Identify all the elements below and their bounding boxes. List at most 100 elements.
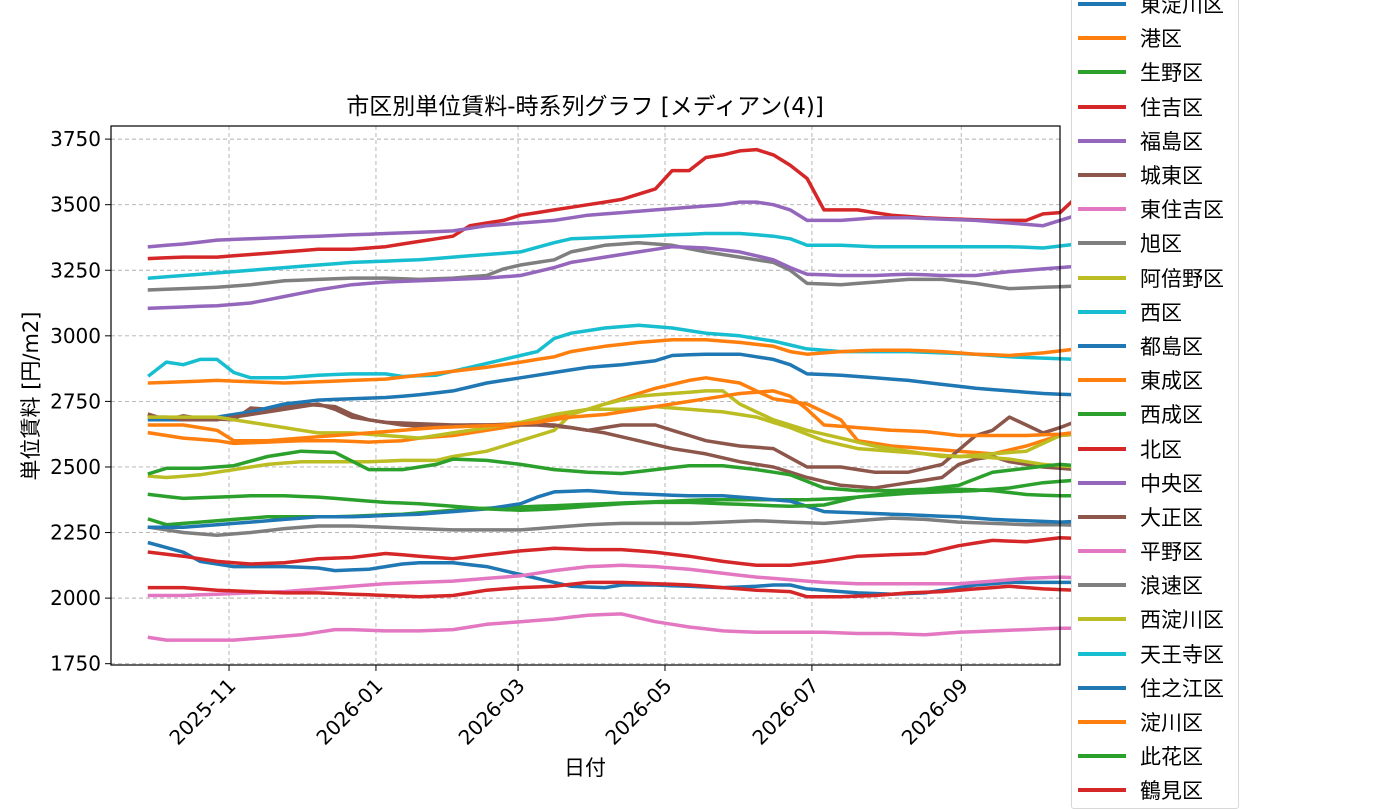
series-line <box>147 389 1164 443</box>
legend-swatch <box>1078 275 1126 280</box>
legend-item: 北区 <box>1072 431 1238 465</box>
legend-swatch <box>1078 36 1126 41</box>
legend-item: 中央区 <box>1072 466 1238 500</box>
legend-label: 生野区 <box>1140 61 1203 86</box>
legend-label: 東淀川区 <box>1140 0 1224 18</box>
legend-swatch <box>1078 309 1126 314</box>
legend-label: 城東区 <box>1140 164 1203 189</box>
series-line <box>147 389 1164 480</box>
legend-swatch <box>1078 583 1126 588</box>
y-tick-label: 3750 <box>50 127 101 151</box>
y-tick-label: 3000 <box>50 324 101 348</box>
legend-item: 天王寺区 <box>1072 637 1238 671</box>
legend-item: 住之江区 <box>1072 671 1238 705</box>
y-tick-label: 1750 <box>50 652 101 676</box>
series-line <box>147 338 1164 385</box>
legend-label: 天王寺区 <box>1140 642 1224 667</box>
series-line <box>147 200 1164 249</box>
legend-item: 東成区 <box>1072 363 1238 397</box>
x-tick-label: 2026-09 <box>897 674 973 750</box>
series-line <box>147 563 1164 598</box>
legend-label: 旭区 <box>1140 232 1182 257</box>
series-line <box>147 612 1164 642</box>
series-line <box>147 147 1164 261</box>
y-tick-label: 2000 <box>50 586 101 610</box>
legend-swatch <box>1078 173 1126 178</box>
legend-swatch <box>1078 788 1126 793</box>
legend-swatch <box>1078 617 1126 622</box>
series-line <box>147 228 1164 280</box>
legend-label: 住之江区 <box>1140 676 1224 701</box>
legend-item: 西区 <box>1072 295 1238 329</box>
legend-swatch <box>1078 70 1126 75</box>
legend-swatch <box>1078 754 1126 759</box>
series-line <box>147 323 1164 380</box>
legend-item: 西成区 <box>1072 397 1238 431</box>
legend-item: 此花区 <box>1072 739 1238 773</box>
legend-swatch <box>1078 446 1126 451</box>
legend-label: 福島区 <box>1140 129 1203 154</box>
legend-swatch <box>1078 514 1126 519</box>
legend-swatch <box>1078 207 1126 212</box>
legend-swatch <box>1078 138 1126 143</box>
series-line <box>147 402 1164 474</box>
x-tick-label: 2025-11 <box>164 674 240 750</box>
legend-label: 鶴見区 <box>1140 779 1203 804</box>
legend-item: 大正区 <box>1072 500 1238 534</box>
series-lines <box>147 147 1164 642</box>
legend-item: 住吉区 <box>1072 90 1238 124</box>
legend-item: 都島区 <box>1072 329 1238 363</box>
legend-swatch <box>1078 412 1126 417</box>
legend-item: 平野区 <box>1072 534 1238 568</box>
y-axis-label: 単位賃料 [円/m2] <box>19 312 43 481</box>
legend-swatch <box>1078 720 1126 725</box>
legend-label: 大正区 <box>1140 505 1203 530</box>
y-tick-label: 2250 <box>50 521 101 545</box>
legend-label: 阿倍野区 <box>1140 266 1224 291</box>
legend-label: 淀川区 <box>1140 711 1203 736</box>
y-tick-label: 2750 <box>50 389 101 413</box>
y-tick-label: 3500 <box>50 193 101 217</box>
x-tick-label: 2026-01 <box>311 674 387 750</box>
legend-label: 西淀川区 <box>1140 608 1224 633</box>
legend-label: 港区 <box>1140 27 1182 52</box>
legend-swatch <box>1078 651 1126 656</box>
legend-swatch <box>1078 241 1126 246</box>
legend-item: 東住吉区 <box>1072 192 1238 226</box>
legend-item: 福島区 <box>1072 124 1238 158</box>
legend-label: 此花区 <box>1140 745 1203 770</box>
y-axis-ticks: 1750 2000 2250 2500 2750 3000 3250 3500 3750 <box>50 127 111 676</box>
legend-swatch <box>1078 378 1126 383</box>
legend-item: 城東区 <box>1072 158 1238 192</box>
legend-swatch <box>1078 2 1126 7</box>
series-line <box>147 352 1164 422</box>
x-tick-label: 2026-07 <box>747 674 823 750</box>
legend-label: 都島区 <box>1140 334 1203 359</box>
legend-swatch <box>1078 480 1126 485</box>
legend-item: 港区 <box>1072 21 1238 55</box>
legend-item: 阿倍野区 <box>1072 261 1238 295</box>
legend-label: 中央区 <box>1140 471 1203 496</box>
series-line <box>147 580 1164 599</box>
legend-label: 東成区 <box>1140 369 1203 394</box>
legend-item: 鶴見区 <box>1072 773 1238 807</box>
legend-label: 北区 <box>1140 437 1182 462</box>
x-axis-ticks: 2025-11 2026-01 2026-03 2026-05 2026-07 2026-… <box>164 665 973 750</box>
legend-swatch <box>1078 343 1126 348</box>
y-tick-label: 2500 <box>50 455 101 479</box>
legend-item: 西淀川区 <box>1072 602 1238 636</box>
legend-label: 西成区 <box>1140 403 1203 428</box>
x-tick-label: 2026-05 <box>600 674 676 750</box>
series-line <box>147 244 1164 311</box>
chart-title: 市区別単位賃料-時系列グラフ [メディアン(4)] <box>346 94 824 120</box>
series-line <box>147 524 1164 568</box>
legend-label: 浪速区 <box>1140 574 1203 599</box>
legend-label: 西区 <box>1140 300 1182 325</box>
legend-label: 平野区 <box>1140 540 1203 565</box>
legend-swatch <box>1078 104 1126 109</box>
legend-label: 住吉区 <box>1140 95 1203 120</box>
legend-swatch <box>1078 685 1126 690</box>
legend-label: 東住吉区 <box>1140 198 1224 223</box>
legend-swatch <box>1078 549 1126 554</box>
x-tick-label: 2026-03 <box>454 674 530 750</box>
